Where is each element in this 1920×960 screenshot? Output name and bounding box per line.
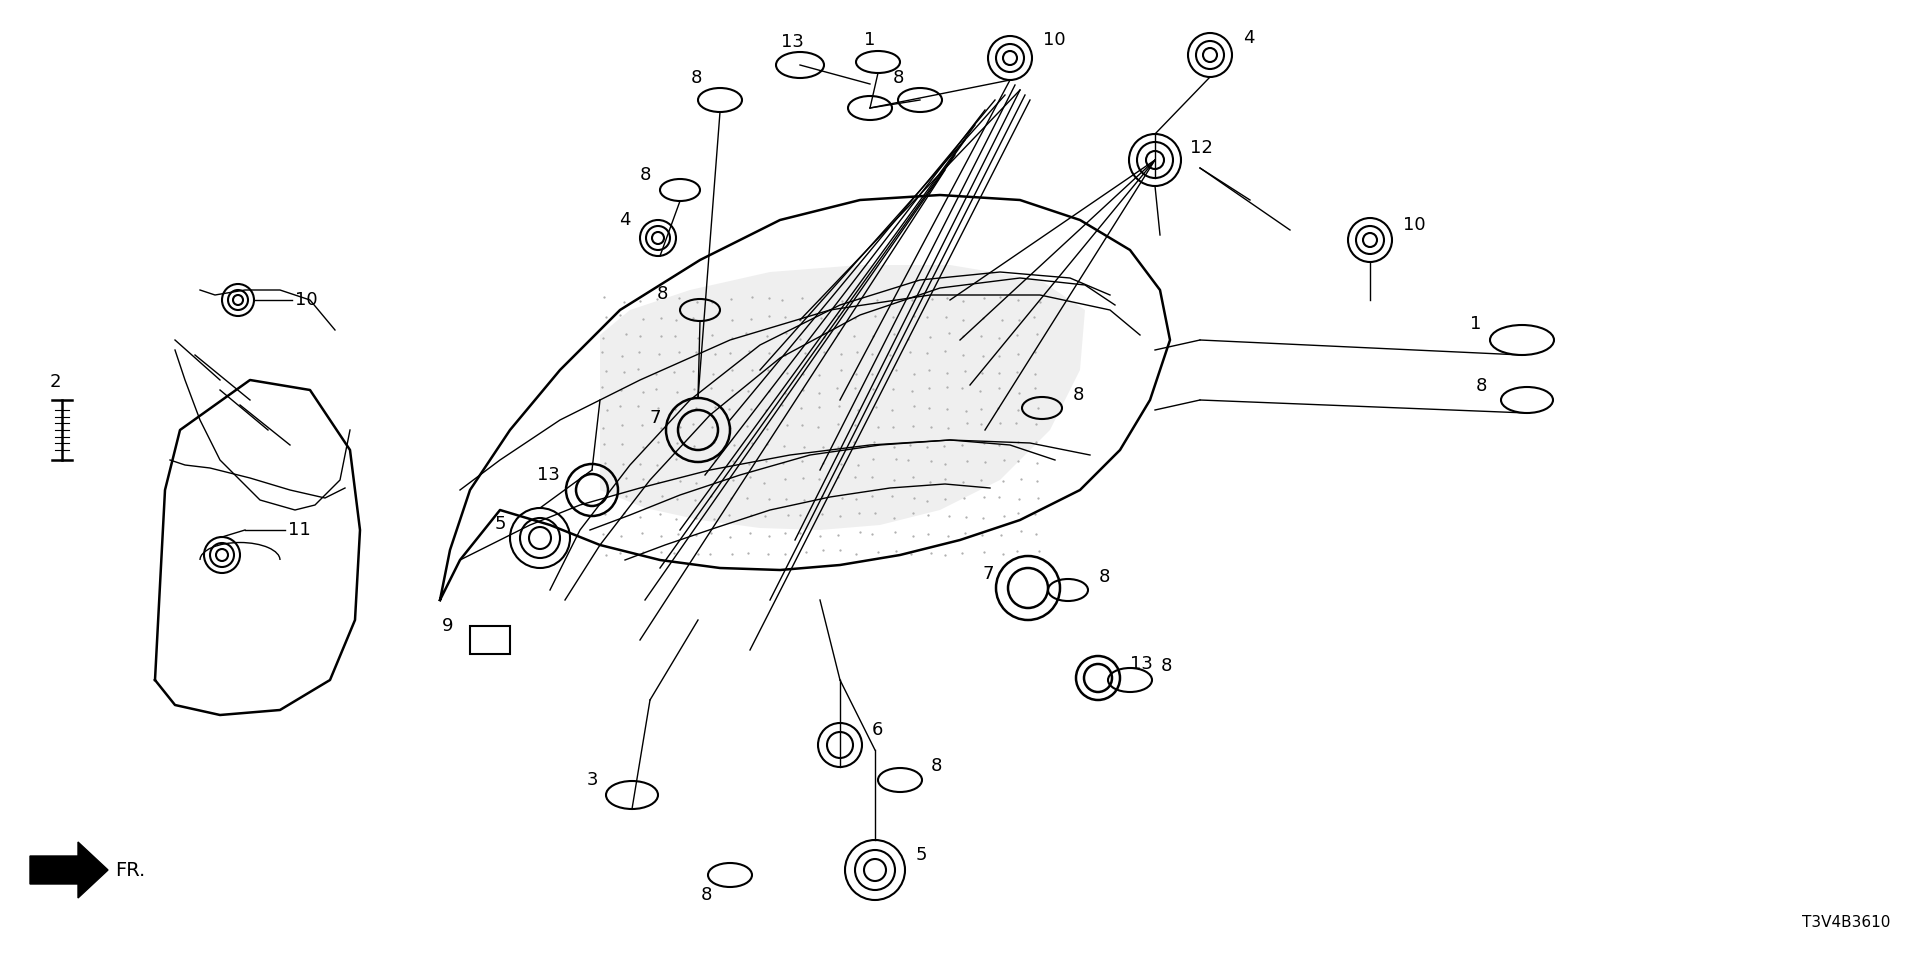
Text: 10: 10: [1404, 216, 1427, 234]
Text: 13: 13: [536, 466, 559, 484]
Text: 8: 8: [657, 285, 668, 303]
Text: 12: 12: [1190, 139, 1213, 157]
Text: 5: 5: [493, 515, 505, 533]
Text: 8: 8: [1475, 377, 1486, 395]
Text: 13: 13: [1131, 655, 1152, 673]
Text: 1: 1: [1471, 315, 1482, 333]
Text: 4: 4: [1242, 29, 1254, 47]
Text: 7: 7: [983, 565, 995, 583]
Text: 8: 8: [1073, 386, 1085, 404]
Text: 10: 10: [1043, 31, 1066, 49]
Text: 6: 6: [872, 721, 883, 739]
Text: FR.: FR.: [115, 860, 146, 879]
Text: 11: 11: [288, 521, 311, 539]
Text: 8: 8: [639, 166, 651, 184]
Text: 5: 5: [916, 846, 927, 864]
Text: 9: 9: [442, 617, 453, 635]
Text: 8: 8: [893, 69, 904, 87]
Text: 8: 8: [1098, 568, 1110, 586]
Text: 7: 7: [649, 409, 660, 427]
Text: 8: 8: [931, 757, 943, 775]
Text: T3V4B3610: T3V4B3610: [1801, 915, 1889, 930]
Text: 13: 13: [781, 33, 803, 51]
Bar: [470, 626, 511, 654]
Text: 1: 1: [864, 31, 876, 49]
Text: 3: 3: [586, 771, 597, 789]
Text: 10: 10: [296, 291, 317, 309]
Text: 2: 2: [50, 373, 61, 391]
Text: 8: 8: [1162, 657, 1173, 675]
Text: 4: 4: [620, 211, 632, 229]
Polygon shape: [31, 842, 108, 898]
Text: 8: 8: [691, 69, 701, 87]
Polygon shape: [599, 265, 1085, 530]
Text: 8: 8: [701, 886, 712, 904]
